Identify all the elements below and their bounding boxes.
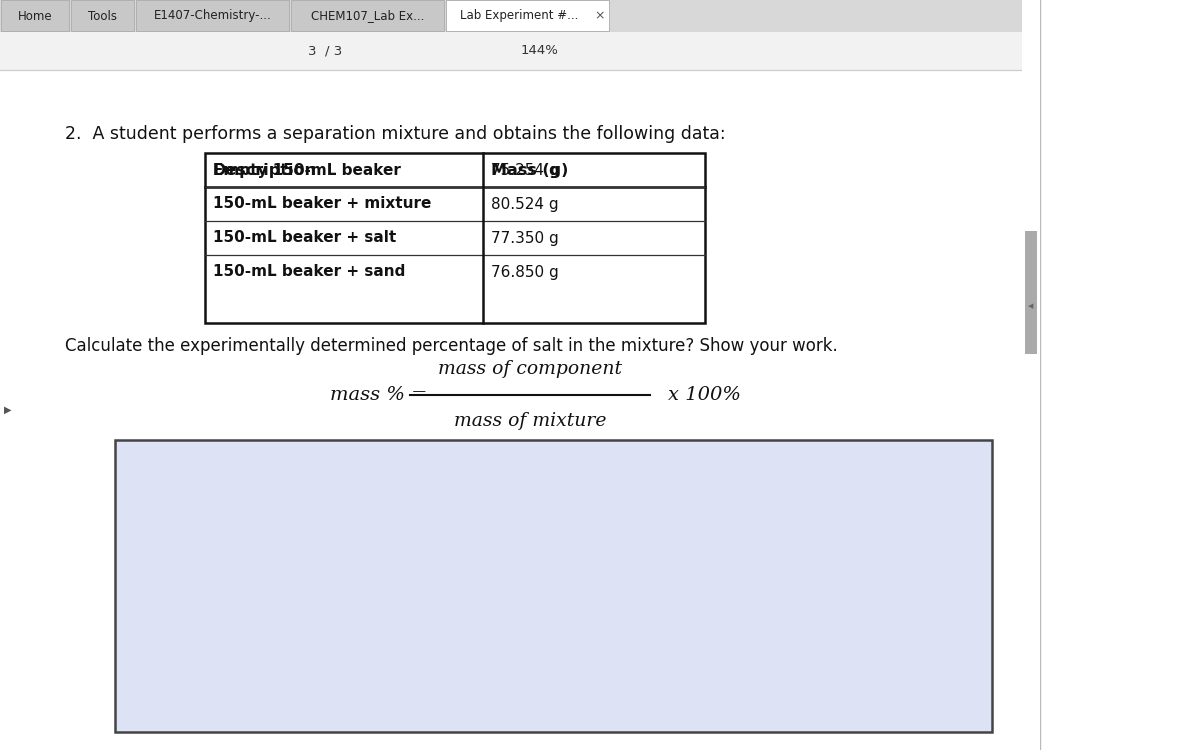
Text: ◀: ◀	[1028, 303, 1033, 309]
Text: 3  / 3: 3 / 3	[308, 44, 342, 58]
Text: Lab Experiment #...: Lab Experiment #...	[461, 10, 578, 22]
Bar	[136, 0, 289, 31]
Text: Tools: Tools	[88, 10, 118, 22]
Text: Mass (g): Mass (g)	[491, 163, 569, 178]
Text: ×: ×	[595, 10, 605, 22]
Bar	[1, 0, 70, 31]
Text: Home: Home	[18, 10, 53, 22]
Text: Description: Description	[214, 163, 317, 178]
Text: 150-mL beaker + mixture: 150-mL beaker + mixture	[214, 196, 431, 211]
Bar	[0, 0, 1022, 32]
Text: 76.850 g: 76.850 g	[491, 265, 559, 280]
Text: 80.524 g: 80.524 g	[491, 196, 559, 211]
Text: 75.254 g: 75.254 g	[491, 163, 559, 178]
Bar	[446, 0, 610, 31]
Text: x 100%: x 100%	[668, 386, 740, 404]
Bar	[0, 32, 1022, 70]
Text: 77.350 g: 77.350 g	[491, 230, 559, 245]
Text: E1407-Chemistry-...: E1407-Chemistry-...	[154, 10, 271, 22]
Text: mass of mixture: mass of mixture	[454, 412, 606, 430]
Bar	[205, 153, 706, 323]
Bar	[292, 0, 444, 31]
Text: Empty 150-mL beaker: Empty 150-mL beaker	[214, 163, 401, 178]
Text: 150-mL beaker + sand: 150-mL beaker + sand	[214, 265, 406, 280]
Text: Calculate the experimentally determined percentage of salt in the mixture? Show : Calculate the experimentally determined …	[65, 337, 838, 355]
Bar	[115, 440, 992, 732]
Bar	[71, 0, 134, 31]
Text: CHEM107_Lab Ex...: CHEM107_Lab Ex...	[311, 10, 424, 22]
Bar	[1025, 231, 1037, 353]
Text: 144%: 144%	[521, 44, 559, 58]
Text: 150-mL beaker + salt: 150-mL beaker + salt	[214, 230, 396, 245]
Text: mass % =: mass % =	[330, 386, 427, 404]
Text: 2.  A student performs a separation mixture and obtains the following data:: 2. A student performs a separation mixtu…	[65, 125, 726, 143]
Text: ▶: ▶	[5, 405, 12, 415]
Text: mass of component: mass of component	[438, 360, 622, 378]
